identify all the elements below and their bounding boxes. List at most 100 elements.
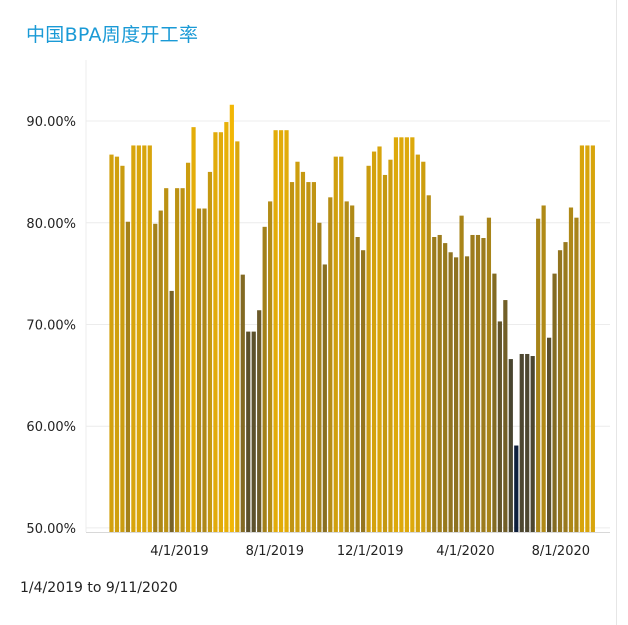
- date-range-label: 1/4/2019 to 9/11/2020: [20, 580, 178, 596]
- bar: [218, 132, 223, 532]
- bar: [503, 300, 508, 532]
- bar: [443, 243, 448, 532]
- bar: [579, 145, 585, 532]
- bar: [421, 161, 426, 532]
- bar: [185, 162, 191, 533]
- bar: [229, 104, 234, 532]
- bar: [191, 127, 196, 532]
- bar: [262, 226, 267, 532]
- bar: [470, 234, 475, 532]
- bar: [454, 257, 459, 532]
- bar: [497, 321, 502, 532]
- bar: [268, 201, 273, 532]
- bar: [382, 174, 388, 532]
- bar: [552, 273, 557, 532]
- bar: [519, 353, 524, 532]
- x-tick-label: 4/1/2020: [436, 544, 494, 559]
- bar: [322, 264, 327, 532]
- bar: [393, 137, 399, 532]
- y-tick-label: 80.00%: [26, 217, 76, 232]
- bar: [235, 141, 240, 532]
- bar: [317, 222, 322, 532]
- bar: [432, 237, 437, 532]
- y-tick-label: 60.00%: [26, 420, 76, 435]
- bar: [415, 154, 420, 532]
- bar: [213, 132, 218, 532]
- bar: [574, 217, 579, 533]
- x-tick-label: 12/1/2019: [337, 544, 404, 559]
- bar: [492, 273, 497, 532]
- bar: [399, 137, 404, 532]
- bar: [147, 145, 152, 532]
- bar: [246, 331, 251, 532]
- y-tick-label: 90.00%: [26, 115, 76, 130]
- bar: [563, 242, 568, 532]
- bar: [377, 146, 382, 532]
- bar: [300, 171, 306, 532]
- bar: [514, 445, 519, 532]
- bar: [366, 165, 371, 533]
- bar: [568, 207, 574, 532]
- bar: [136, 145, 141, 532]
- bar: [448, 252, 453, 532]
- x-tick-label: 4/1/2019: [150, 544, 208, 559]
- bar: [541, 205, 546, 532]
- bar: [278, 130, 284, 532]
- bar: [202, 208, 207, 532]
- y-axis: 50.00% 60.00% 70.00% 80.00% 90.00%: [26, 115, 76, 537]
- bar: [175, 188, 180, 533]
- bar: [355, 237, 360, 532]
- chart-title: 中国BPA周度开工率: [26, 24, 199, 46]
- bar: [295, 161, 300, 532]
- bar: [257, 310, 262, 532]
- bar: [508, 359, 513, 532]
- bar: [350, 205, 355, 532]
- bar: [153, 223, 158, 532]
- bar: [251, 331, 256, 532]
- x-axis: 4/1/2019 8/1/2019 12/1/2019 4/1/2020 8/1/202…: [150, 544, 590, 559]
- bar: [180, 188, 185, 533]
- bar: [536, 218, 541, 532]
- y-tick-label: 70.00%: [26, 318, 76, 333]
- bar: [311, 182, 316, 532]
- bar: [486, 217, 492, 533]
- bar: [585, 145, 590, 532]
- bar: [530, 356, 535, 532]
- bar: [224, 122, 229, 533]
- bar-chart: 50.00% 60.00% 70.00% 80.00% 90.00% 4/1/2019 8…: [26, 60, 610, 559]
- bar: [333, 156, 338, 532]
- bar: [459, 215, 464, 532]
- bar: [207, 171, 213, 532]
- bar: [481, 238, 486, 532]
- bar: [289, 182, 295, 532]
- bar: [475, 234, 481, 532]
- bar: [361, 250, 366, 532]
- bar: [339, 156, 344, 532]
- x-tick-label: 8/1/2020: [532, 544, 590, 559]
- bar: [404, 137, 409, 532]
- bar: [525, 353, 530, 532]
- bar: [306, 182, 311, 532]
- bar: [273, 130, 278, 532]
- bar: [328, 197, 333, 532]
- bar: [120, 165, 125, 533]
- bar: [590, 145, 595, 532]
- bar: [164, 188, 169, 533]
- bar: [410, 137, 415, 532]
- bar: [131, 145, 136, 532]
- bar: [426, 195, 431, 533]
- bar: [169, 290, 174, 532]
- bar: [125, 221, 131, 533]
- bar: [114, 156, 120, 532]
- bar: [344, 201, 349, 532]
- x-tick-label: 8/1/2019: [246, 544, 304, 559]
- bar: [240, 274, 245, 532]
- bar: [196, 208, 202, 532]
- bar: [158, 210, 163, 533]
- bar: [388, 159, 393, 532]
- bar: [464, 256, 470, 532]
- bar: [109, 154, 114, 532]
- bar: [371, 151, 377, 533]
- frame-border: [616, 0, 617, 625]
- bar: [547, 337, 552, 532]
